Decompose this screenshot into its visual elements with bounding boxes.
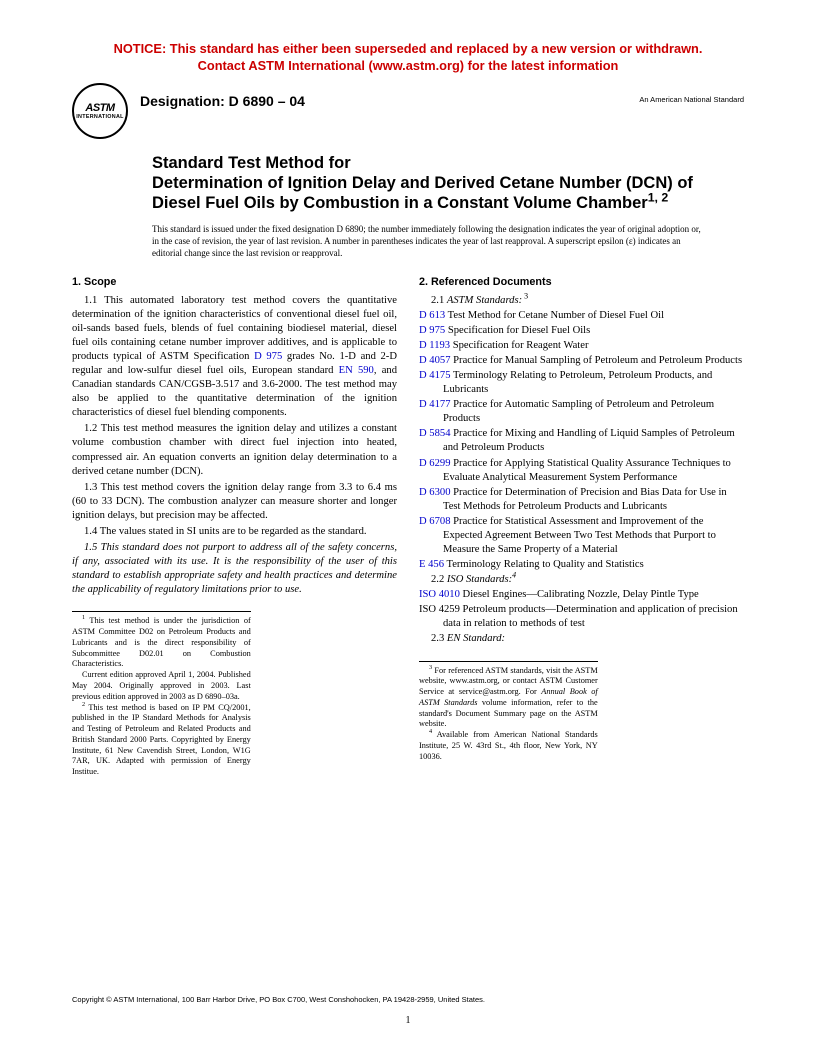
refs-2-1-num: 2.1 <box>431 295 447 306</box>
ref-iso4010: ISO 4010 Diesel Engines—Calibrating Nozz… <box>419 588 744 602</box>
footnote-3: 3 For referenced ASTM standards, visit t… <box>419 666 598 731</box>
footnote-4: 4 Available from American National Stand… <box>419 730 598 762</box>
logo-text-bottom: INTERNATIONAL <box>76 114 124 120</box>
fn1-text: This test method is under the jurisdicti… <box>72 616 251 668</box>
refs-2-3-label: EN Standard: <box>447 633 505 644</box>
ref-d5854: D 5854 Practice for Mixing and Handling … <box>419 427 744 455</box>
link-iso4010[interactable]: ISO 4010 <box>419 589 460 600</box>
notice-block: NOTICE: This standard has either been su… <box>72 40 744 75</box>
notice-line-2: Contact ASTM International (www.astm.org… <box>72 57 744 74</box>
ref-d6708-text: Practice for Statistical Assessment and … <box>443 516 716 555</box>
ref-d5854-text: Practice for Mixing and Handling of Liqu… <box>443 428 735 453</box>
footnote-2: 2 This test method is based on IP PM CQ/… <box>72 703 251 778</box>
ref-d6299: D 6299 Practice for Applying Statistical… <box>419 457 744 485</box>
header-row: ASTM INTERNATIONAL Designation: D 6890 –… <box>72 83 744 139</box>
ref-d6708: D 6708 Practice for Statistical Assessme… <box>419 515 744 557</box>
title-superscript: 1, 2 <box>648 190 669 204</box>
link-d6300[interactable]: D 6300 <box>419 487 451 498</box>
link-d5854[interactable]: D 5854 <box>419 428 451 439</box>
refs-2-1-label: ASTM Standards: <box>447 295 522 306</box>
footnote-1-cont: Current edition approved April 1, 2004. … <box>72 670 251 702</box>
ref-d6300: D 6300 Practice for Determination of Pre… <box>419 486 744 514</box>
ref-d613: D 613 Test Method for Cetane Number of D… <box>419 309 744 323</box>
link-d975-inline[interactable]: D 975 <box>254 351 282 362</box>
fn2-text: This test method is based on IP PM CQ/20… <box>72 703 251 777</box>
refs-2-1: 2.1 ASTM Standards: 3 <box>419 294 744 308</box>
link-e456[interactable]: E 456 <box>419 559 444 570</box>
left-column: 1. Scope 1.1 This automated laboratory t… <box>72 275 397 778</box>
link-d4057[interactable]: D 4057 <box>419 355 451 366</box>
link-d6299[interactable]: D 6299 <box>419 458 451 469</box>
ref-iso4010-text: Diesel Engines—Calibrating Nozzle, Delay… <box>460 589 699 600</box>
ref-d4175-text: Terminology Relating to Petroleum, Petro… <box>443 370 712 395</box>
page: NOTICE: This standard has either been su… <box>0 0 816 818</box>
title-block: Standard Test Method for Determination o… <box>152 153 704 213</box>
link-d4175[interactable]: D 4175 <box>419 370 451 381</box>
ref-d6299-text: Practice for Applying Statistical Qualit… <box>443 458 731 483</box>
ref-d975-text: Specification for Diesel Fuel Oils <box>445 325 590 336</box>
left-footnotes: 1 This test method is under the jurisdic… <box>72 611 251 778</box>
ref-d975: D 975 Specification for Diesel Fuel Oils <box>419 324 744 338</box>
designation-text: Designation: D 6890 – 04 <box>140 93 305 109</box>
ref-d1193-text: Specification for Reagent Water <box>450 340 588 351</box>
page-number: 1 <box>0 1015 816 1026</box>
link-d975[interactable]: D 975 <box>419 325 445 336</box>
link-d613[interactable]: D 613 <box>419 310 445 321</box>
ref-d4177: D 4177 Practice for Automatic Sampling o… <box>419 398 744 426</box>
scope-1-5: 1.5 This standard does not purport to ad… <box>72 541 397 597</box>
right-column: 2. Referenced Documents 2.1 ASTM Standar… <box>419 275 744 778</box>
ref-d4177-text: Practice for Automatic Sampling of Petro… <box>443 399 714 424</box>
footnote-1: 1 This test method is under the jurisdic… <box>72 616 251 670</box>
refs-heading: 2. Referenced Documents <box>419 275 744 289</box>
right-footnotes: 3 For referenced ASTM standards, visit t… <box>419 661 598 763</box>
notice-line-1: NOTICE: This standard has either been su… <box>72 40 744 57</box>
ref-e456: E 456 Terminology Relating to Quality an… <box>419 558 744 572</box>
refs-2-3: 2.3 EN Standard: <box>419 632 744 646</box>
title-line1: Standard Test Method for <box>152 154 351 172</box>
scope-1-4: 1.4 The values stated in SI units are to… <box>72 525 397 539</box>
ref-d613-text: Test Method for Cetane Number of Diesel … <box>445 310 664 321</box>
copyright-line: Copyright © ASTM International, 100 Barr… <box>72 995 485 1004</box>
logo-text-top: ASTM <box>85 102 114 114</box>
refs-2-1-sup: 3 <box>522 291 528 300</box>
link-d1193[interactable]: D 1193 <box>419 340 450 351</box>
scope-heading: 1. Scope <box>72 275 397 289</box>
refs-2-2-num: 2.2 <box>431 574 447 585</box>
ref-iso4259: ISO 4259 Petroleum products—Determinatio… <box>419 603 744 631</box>
ref-d6300-text: Practice for Determination of Precision … <box>443 487 727 512</box>
ref-d4175: D 4175 Terminology Relating to Petroleum… <box>419 369 744 397</box>
ref-e456-text: Terminology Relating to Quality and Stat… <box>444 559 644 570</box>
ref-d1193: D 1193 Specification for Reagent Water <box>419 339 744 353</box>
issuance-note: This standard is issued under the fixed … <box>152 223 704 259</box>
ans-note: An American National Standard <box>639 95 744 104</box>
refs-2-3-num: 2.3 <box>431 633 447 644</box>
refs-2-2: 2.2 ISO Standards:4 <box>419 573 744 587</box>
two-column-body: 1. Scope 1.1 This automated laboratory t… <box>72 275 744 778</box>
refs-2-2-label: ISO Standards: <box>447 574 512 585</box>
fn4-text: Available from American National Standar… <box>419 730 598 761</box>
ref-d4057: D 4057 Practice for Manual Sampling of P… <box>419 354 744 368</box>
refs-2-2-sup: 4 <box>512 571 516 580</box>
link-d4177[interactable]: D 4177 <box>419 399 451 410</box>
astm-logo: ASTM INTERNATIONAL <box>72 83 128 139</box>
scope-1-3: 1.3 This test method covers the ignition… <box>72 481 397 523</box>
link-en590-inline[interactable]: EN 590 <box>339 365 374 376</box>
ref-d4057-text: Practice for Manual Sampling of Petroleu… <box>451 355 743 366</box>
link-d6708[interactable]: D 6708 <box>419 516 451 527</box>
scope-1-1: 1.1 This automated laboratory test metho… <box>72 294 397 421</box>
title-line2: Determination of Ignition Delay and Deri… <box>152 174 693 212</box>
scope-1-2: 1.2 This test method measures the igniti… <box>72 422 397 478</box>
